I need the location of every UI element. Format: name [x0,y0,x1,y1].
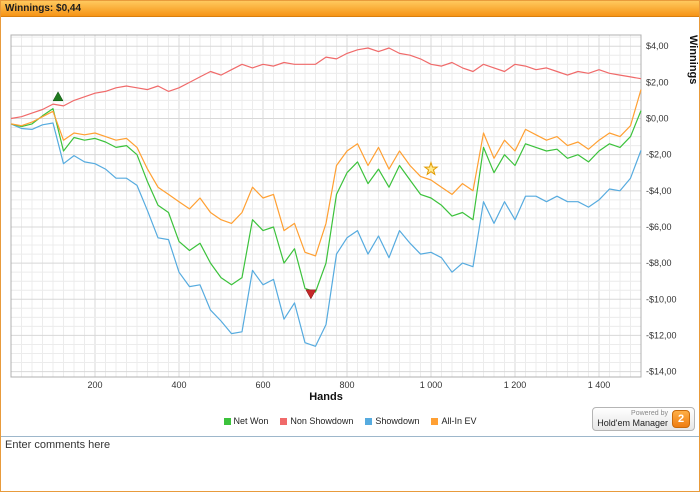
x-tick-label: 1 400 [588,380,611,390]
powered-by-badge: Powered by Hold'em Manager 2 [592,407,695,432]
hm2-logo-icon: 2 [672,410,690,429]
marker-triangle-down [305,289,317,300]
y-tick-label: $2,00 [646,77,669,87]
x-tick-label: 200 [87,380,102,390]
x-axis-title: Hands [309,391,343,403]
legend-label-all-in-ev: All-In EV [441,416,477,426]
x-tick-label: 1 200 [504,380,527,390]
winnings-chart: 200 400 600 800 1 000 1 200 1 400 $4,00 $2,00 $0,… [10,34,677,390]
y-tick-label: -$14,00 [646,367,677,377]
powered-by-text-block: Powered by Hold'em Manager [597,410,668,428]
comments-input[interactable] [1,436,699,491]
legend-item-showdown[interactable]: Showdown [365,416,419,426]
y-tick-label: -$12,00 [646,330,677,340]
y-tick-label: -$2,00 [646,150,672,160]
legend-swatch-non-showdown [280,417,288,425]
powered-by-text: Powered by [631,410,668,417]
y-tick-label: -$8,00 [646,258,672,268]
legend-item-net-won[interactable]: Net Won [223,416,269,426]
y-axis-title: Winnings [687,35,699,85]
legend-swatch-all-in-ev [431,417,439,425]
brand-name: Hold'em Manager [597,418,668,429]
marker-star [423,161,439,176]
legend-item-all-in-ev[interactable]: All-In EV [431,416,476,426]
series-line-net-won [10,107,642,293]
x-tick-label: 1 000 [420,380,443,390]
y-tick-label: -$6,00 [646,222,672,232]
legend-label-non-showdown: Non Showdown [290,416,354,426]
x-tick-label: 400 [171,380,186,390]
series-line-non-showdown [10,47,642,120]
legend-label-showdown: Showdown [375,416,420,426]
legend-swatch-showdown [365,417,373,425]
y-tick-label: $4,00 [646,41,669,51]
x-tick-label: 800 [339,380,354,390]
series-line-all-in-ev [10,89,642,257]
chart-legend: Net Won Non Showdown Showdown All-In EV [1,416,699,426]
chart-region: 200 400 600 800 1 000 1 200 1 400 $4,00 $2,00 $0,… [1,17,699,436]
plot-border [10,34,642,378]
winnings-title: Winnings: $0,44 [5,3,82,14]
legend-item-non-showdown[interactable]: Non Showdown [280,416,353,426]
y-tick-label: $0,00 [646,114,669,124]
marker-triangle-up [52,91,64,102]
legend-swatch-net-won [223,417,231,425]
graph-title-bar: Winnings: $0,44 [1,1,699,17]
legend-label-net-won: Net Won [233,416,269,426]
series-line-showdown [10,122,642,347]
x-tick-label: 600 [255,380,270,390]
y-tick-label: -$10,00 [646,294,677,304]
y-tick-label: -$4,00 [646,186,672,196]
